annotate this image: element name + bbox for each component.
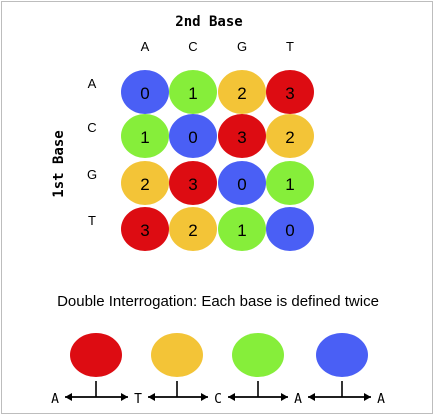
matrix-cell: 3 (218, 114, 266, 158)
color-code: 1 (188, 84, 197, 103)
matrix-cell: 0 (218, 161, 266, 205)
sequence-connector (65, 381, 128, 401)
color-code: 3 (285, 84, 294, 103)
color-code: 0 (237, 175, 246, 194)
color-code: 3 (188, 175, 197, 194)
matrix-cell: 2 (266, 114, 314, 158)
color-circle (121, 207, 169, 251)
column-label-a: A (141, 39, 150, 54)
row-label-t: T (88, 213, 96, 228)
sequence-connector (228, 381, 288, 401)
color-circle (218, 161, 266, 205)
column-label-g: G (237, 39, 247, 54)
sequence-connector (148, 381, 208, 401)
arrow-head (121, 393, 128, 401)
sequence-base-letter: C (214, 392, 222, 407)
color-code: 1 (140, 128, 149, 147)
matrix-cell: 2 (218, 70, 266, 114)
sequence-connector (308, 381, 371, 401)
color-code: 3 (237, 128, 246, 147)
color-code: 1 (285, 175, 294, 194)
color-code: 2 (140, 175, 149, 194)
arrow-head (228, 393, 235, 401)
matrix-cell: 1 (218, 207, 266, 251)
arrow-head (364, 393, 371, 401)
matrix-cell: 1 (169, 70, 217, 114)
color-circle (121, 114, 169, 158)
arrow-head (148, 393, 155, 401)
color-code: 1 (237, 221, 246, 240)
color-circle (266, 207, 314, 251)
row-label-g: G (87, 167, 97, 182)
arrow-head (65, 393, 72, 401)
color-code: 0 (285, 221, 294, 240)
color-circle (266, 161, 314, 205)
color-code: 3 (140, 221, 149, 240)
first-base-title: 1st Base (51, 130, 67, 197)
matrix-cell: 0 (169, 114, 217, 158)
color-circle (121, 161, 169, 205)
color-circle (218, 114, 266, 158)
matrix-cell: 2 (121, 161, 169, 205)
matrix-cell: 3 (266, 70, 314, 114)
color-circle (169, 207, 217, 251)
color-circle (266, 114, 314, 158)
color-circle (121, 70, 169, 114)
sequence-base-letter: A (51, 392, 59, 407)
row-labels: A C G T (87, 76, 97, 228)
color-circle (266, 70, 314, 114)
sequence-base-letter: A (294, 392, 302, 407)
matrix-cell: 1 (121, 114, 169, 158)
row-label-c: C (87, 120, 96, 135)
matrix-cell: 3 (169, 161, 217, 205)
color-circle (169, 114, 217, 158)
matrix-cell: 3 (121, 207, 169, 251)
color-circle (218, 70, 266, 114)
matrix-cell: 2 (169, 207, 217, 251)
color-code: 2 (188, 221, 197, 240)
row-label-a: A (88, 76, 97, 91)
sequence-color-circle (232, 333, 284, 377)
sequence-base-letter: A (377, 392, 385, 407)
sequence-color-circle (70, 333, 122, 377)
matrix-cell: 0 (266, 207, 314, 251)
color-code: 2 (237, 84, 246, 103)
matrix-cell: 0 (121, 70, 169, 114)
column-label-c: C (188, 39, 197, 54)
color-circle (218, 207, 266, 251)
second-base-title: 2nd Base (175, 14, 242, 30)
color-matrix: 0 1 2 3 1 0 3 2 2 3 0 1 3 2 1 0 (121, 70, 314, 251)
color-circle (169, 161, 217, 205)
arrow-head (308, 393, 315, 401)
color-code: 0 (140, 84, 149, 103)
sequence-base-letter: T (134, 392, 142, 407)
color-code: 2 (285, 128, 294, 147)
color-code: 0 (188, 128, 197, 147)
arrow-head (281, 393, 288, 401)
column-label-t: T (286, 39, 294, 54)
matrix-cell: 1 (266, 161, 314, 205)
color-circle (169, 70, 217, 114)
sequence-color-circle (151, 333, 203, 377)
sequence-color-circle (316, 333, 368, 377)
caption: Double Interrogation: Each base is defin… (57, 293, 379, 310)
arrow-head (201, 393, 208, 401)
